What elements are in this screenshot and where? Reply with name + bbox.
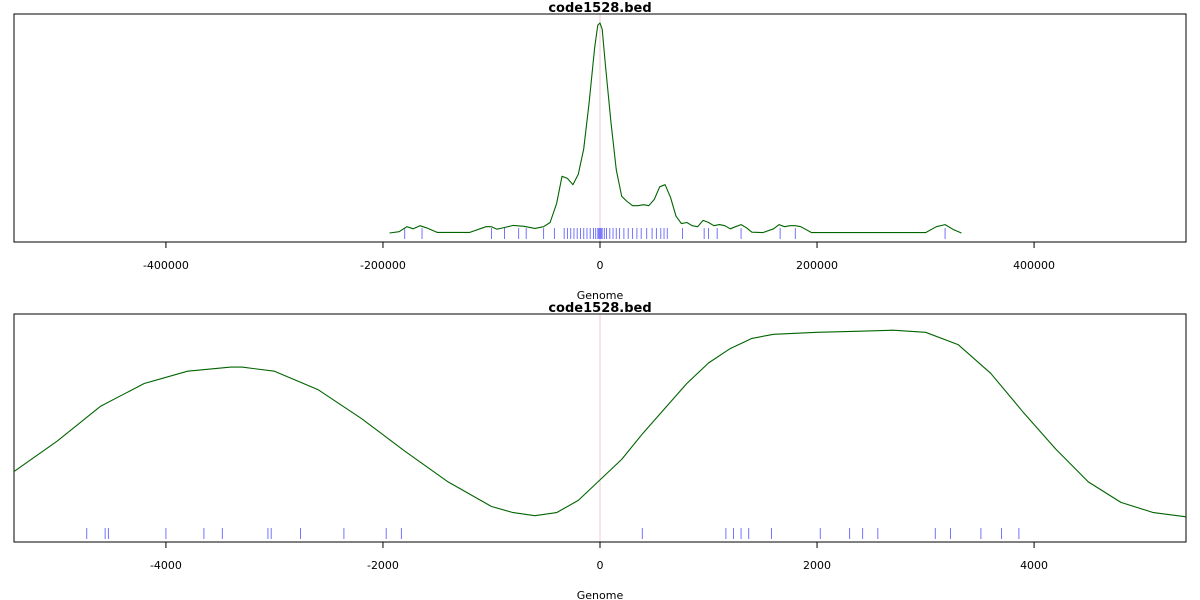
chart-title: code1528.bed: [548, 301, 651, 316]
density-plot-full-range: code1528.bed Genome -400000 -200000 0 20000…: [13, 1, 1187, 302]
x-tick-label: -4000: [150, 559, 182, 572]
x-tick-label: 0: [597, 259, 604, 272]
x-tick-label: 4000: [1020, 559, 1048, 572]
x-tick-label: 200000: [796, 259, 838, 272]
density-curve: [13, 329, 1187, 518]
x-tick-label: -400000: [143, 259, 189, 272]
x-tick-label: -200000: [360, 259, 406, 272]
x-axis-label: Genome: [577, 589, 624, 600]
density-plot-zoomed: code1528.bed Genome -4000 -2000 0 2000 4000: [13, 301, 1187, 600]
chart-title: code1528.bed: [548, 1, 651, 16]
x-tick-label: 400000: [1013, 259, 1055, 272]
x-tick-label: 2000: [803, 559, 831, 572]
x-tick-label: -2000: [367, 559, 399, 572]
density-curve: [389, 22, 962, 234]
x-tick-label: 0: [597, 559, 604, 572]
x-axis-label: Genome: [577, 289, 624, 302]
